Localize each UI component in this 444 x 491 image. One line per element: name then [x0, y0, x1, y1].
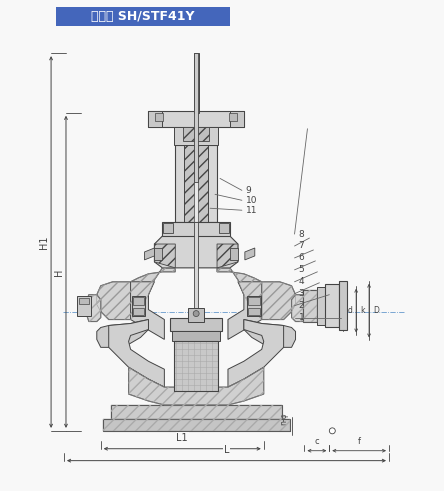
Polygon shape — [97, 268, 175, 320]
Text: f: f — [357, 437, 361, 446]
Bar — [163, 223, 173, 233]
Bar — [77, 296, 91, 316]
Polygon shape — [217, 268, 296, 320]
Polygon shape — [244, 320, 296, 347]
Text: 9: 9 — [246, 186, 252, 195]
Bar — [248, 297, 260, 304]
Text: 型號： SH/STF41Y: 型號： SH/STF41Y — [91, 10, 195, 23]
Text: 2: 2 — [298, 301, 304, 310]
Bar — [175, 145, 217, 222]
Bar — [194, 53, 198, 182]
Text: 11: 11 — [246, 206, 258, 215]
Polygon shape — [217, 244, 238, 268]
Polygon shape — [228, 320, 284, 387]
Polygon shape — [230, 248, 238, 260]
Bar — [248, 307, 260, 315]
Bar — [229, 113, 237, 121]
Text: L: L — [224, 445, 229, 455]
Text: 5: 5 — [298, 265, 304, 274]
Text: 4: 4 — [298, 277, 304, 286]
Bar — [339, 281, 347, 330]
Bar — [230, 111, 244, 127]
Bar — [194, 53, 199, 113]
Bar — [111, 405, 281, 419]
Text: d: d — [347, 306, 352, 315]
Text: DN: DN — [319, 305, 329, 316]
Circle shape — [329, 428, 335, 434]
Bar — [111, 405, 281, 419]
Bar — [148, 111, 163, 127]
Polygon shape — [109, 320, 164, 387]
Text: n-φ: n-φ — [279, 412, 288, 425]
Bar — [183, 127, 209, 140]
Polygon shape — [155, 236, 238, 268]
Polygon shape — [87, 295, 101, 322]
Bar — [304, 290, 317, 322]
Bar — [194, 145, 198, 222]
Bar — [133, 307, 144, 315]
Bar — [56, 6, 230, 27]
Text: 3: 3 — [298, 289, 304, 298]
Bar — [188, 307, 204, 322]
Bar — [163, 222, 230, 236]
Bar — [325, 284, 339, 327]
Text: H: H — [54, 268, 64, 275]
Bar — [103, 419, 289, 431]
Text: 8: 8 — [298, 230, 304, 239]
Bar — [79, 298, 89, 303]
Bar — [131, 296, 146, 316]
Bar — [247, 296, 261, 316]
Text: c: c — [315, 437, 319, 446]
Polygon shape — [228, 282, 262, 339]
Bar — [184, 145, 208, 222]
Text: D: D — [373, 306, 379, 315]
Bar — [304, 290, 317, 322]
Bar — [172, 331, 220, 341]
Polygon shape — [292, 295, 305, 322]
Bar — [133, 297, 144, 304]
Bar — [103, 419, 289, 431]
Text: 1: 1 — [298, 313, 304, 322]
Polygon shape — [97, 320, 148, 347]
Text: L1: L1 — [176, 433, 188, 443]
Bar — [174, 341, 218, 391]
Polygon shape — [129, 367, 264, 405]
Text: k: k — [360, 306, 365, 315]
Circle shape — [193, 311, 199, 317]
Bar — [174, 127, 218, 145]
Polygon shape — [131, 282, 164, 339]
Bar — [174, 341, 218, 391]
Text: 10: 10 — [246, 196, 258, 205]
Bar — [317, 287, 325, 325]
Bar — [194, 222, 198, 322]
Polygon shape — [155, 248, 163, 260]
Polygon shape — [155, 244, 175, 268]
Polygon shape — [245, 248, 255, 260]
Text: y: y — [333, 306, 338, 315]
Text: 7: 7 — [298, 242, 304, 250]
Bar — [219, 223, 229, 233]
Text: H1: H1 — [39, 235, 49, 249]
Text: 6: 6 — [298, 253, 304, 262]
Bar — [155, 113, 163, 121]
Bar — [170, 318, 222, 331]
Polygon shape — [144, 248, 155, 260]
Bar — [148, 111, 244, 127]
